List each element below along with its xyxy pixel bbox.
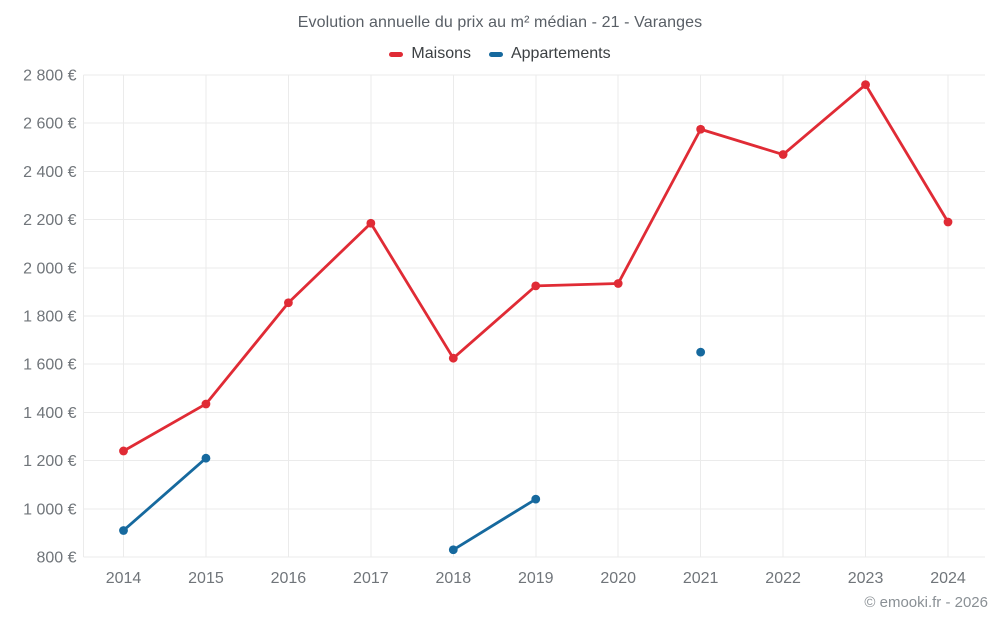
y-axis-tick-label: 2 200 € [23, 212, 76, 229]
appartements-line [451, 497, 538, 552]
x-axis-tick-label: 2016 [271, 570, 307, 587]
y-axis-tick-label: 1 200 € [23, 453, 76, 470]
y-axis-tick-label: 1 400 € [23, 405, 76, 422]
appartements-point[interactable] [531, 494, 541, 504]
appartements-point[interactable] [448, 545, 458, 555]
x-axis-tick-label: 2015 [188, 570, 224, 587]
chart-title: Evolution annuelle du prix au m² médian … [297, 14, 703, 31]
maisons-series-swatch-icon [389, 51, 404, 57]
maisons-point[interactable] [284, 298, 293, 308]
maisons-point[interactable] [531, 281, 541, 291]
legend-label-maisons: Maisons [411, 45, 471, 62]
x-axis-tick-label: 2019 [518, 570, 554, 587]
x-axis-tick-label: 2023 [848, 570, 884, 587]
y-axis-tick-label: 1 600 € [23, 357, 76, 374]
y-axis-tick-label: 1 000 € [23, 501, 76, 518]
y-axis-tick-label: 2 800 € [23, 68, 76, 85]
x-axis-tick-label: 2021 [683, 570, 719, 587]
x-axis-tick-label: 2014 [106, 570, 142, 587]
y-axis-tick-label: 800 € [36, 550, 76, 567]
y-axis-tick-label: 2 600 € [23, 116, 76, 133]
appartements-point[interactable] [119, 526, 128, 535]
maisons-point[interactable] [778, 150, 788, 159]
maisons-point[interactable] [861, 80, 870, 90]
maisons-point[interactable] [201, 399, 211, 409]
maisons-point[interactable] [613, 279, 623, 288]
appartements-point[interactable] [201, 453, 211, 463]
maisons-point[interactable] [696, 124, 706, 134]
chart-legend: Maisons Appartements [0, 45, 1000, 63]
maisons-point[interactable] [119, 446, 128, 456]
maisons-point[interactable] [448, 353, 458, 363]
x-axis-tick-label: 2022 [765, 570, 801, 587]
appartements-series-swatch-icon [488, 51, 503, 57]
legend-item-maisons[interactable]: Maisons [389, 45, 471, 63]
y-axis-tick-label: 1 800 € [23, 309, 76, 326]
y-axis-tick-label: 2 000 € [23, 260, 76, 277]
x-axis-tick-label: 2020 [600, 570, 636, 587]
appartements-line [122, 456, 208, 532]
x-axis-tick-label: 2017 [353, 570, 389, 587]
copyright: © emooki.fr - 2026 [864, 594, 988, 611]
appartements-point[interactable] [696, 347, 706, 357]
y-axis-tick-label: 2 400 € [23, 164, 76, 181]
maisons-point[interactable] [366, 218, 376, 228]
x-axis-tick-label: 2024 [930, 570, 966, 587]
x-axis-tick-label: 2018 [436, 570, 472, 587]
legend-item-appartements[interactable]: Appartements [488, 45, 611, 63]
legend-label-appartements: Appartements [510, 45, 611, 62]
maisons-point[interactable] [943, 217, 953, 227]
